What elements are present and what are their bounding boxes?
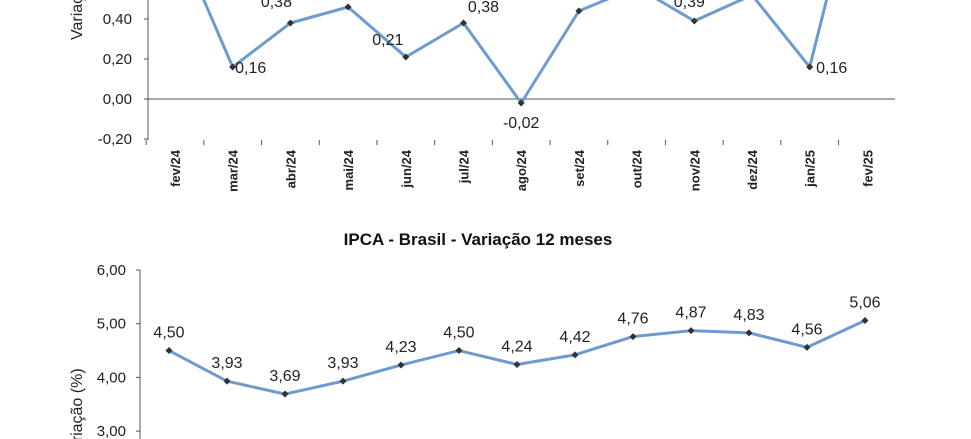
bottom-data-label: 4,87 xyxy=(675,305,706,322)
top-x-tick-label: fev/24 xyxy=(168,149,183,187)
top-data-point xyxy=(517,99,525,107)
top-data-point xyxy=(575,7,583,15)
bottom-data-point xyxy=(571,351,579,359)
top-data-point xyxy=(286,19,294,27)
top-x-tick-label: nov/24 xyxy=(687,149,702,191)
bottom-chart-title: IPCA - Brasil - Variação 12 meses xyxy=(344,230,613,249)
top-x-tick-label: jul/24 xyxy=(457,149,472,184)
top-data-point xyxy=(344,3,352,11)
top-y-tick-label: 0,40 xyxy=(103,11,132,28)
top-data-label: 0,16 xyxy=(816,60,847,77)
bottom-data-label: 4,23 xyxy=(385,339,416,356)
bottom-data-point xyxy=(803,343,811,351)
bottom-data-label: 4,24 xyxy=(501,339,532,356)
bottom-data-point xyxy=(281,390,289,398)
bottom-data-point xyxy=(339,377,347,385)
top-data-point xyxy=(460,19,467,27)
top-data-label: 0,39 xyxy=(674,0,705,11)
bottom-y-tick-label: 6,00 xyxy=(97,262,126,279)
bottom-data-label: 5,06 xyxy=(849,294,880,311)
top-x-tick-label: fev/25 xyxy=(860,150,875,187)
bottom-data-point xyxy=(745,329,753,337)
top-x-tick-label: mai/24 xyxy=(341,149,356,190)
top-x-tick-label: jan/25 xyxy=(803,150,818,188)
top-data-point xyxy=(690,17,698,25)
top-data-label: -0,02 xyxy=(503,115,540,132)
bottom-data-point xyxy=(397,361,405,369)
bottom-data-label: 4,42 xyxy=(559,329,590,346)
bottom-data-point xyxy=(629,333,637,341)
top-data-point xyxy=(402,53,410,61)
top-data-label: 0,16 xyxy=(235,60,266,77)
bottom-data-point xyxy=(687,327,695,335)
bottom-data-point xyxy=(223,377,231,385)
bottom-data-label: 4,50 xyxy=(443,325,474,342)
top-x-tick-label: out/24 xyxy=(630,149,645,188)
top-y-tick-label: -0,20 xyxy=(98,131,132,148)
top-data-label: 0,21 xyxy=(372,32,403,49)
top-x-tick-label: set/24 xyxy=(572,149,587,187)
bottom-data-label: 4,83 xyxy=(733,307,764,324)
bottom-data-label: 4,50 xyxy=(153,325,184,342)
bottom-data-label: 3,93 xyxy=(327,355,358,372)
top-x-tick-label: abr/24 xyxy=(283,149,298,188)
top-y-axis-label: Variação (%) xyxy=(69,0,86,40)
top-x-tick-label: ago/24 xyxy=(514,149,529,191)
top-y-tick-label: 0,00 xyxy=(103,91,132,108)
bottom-y-tick-label: 5,00 xyxy=(97,316,126,333)
monthly-variation-chart: Variação (%) 0,40 0,20 0,00 -0,20 fev/24 mar… xyxy=(69,0,895,192)
bottom-data-point xyxy=(513,361,521,369)
bottom-y-axis-label: Variação (%) xyxy=(69,368,86,439)
bottom-data-label: 3,69 xyxy=(269,368,300,385)
bottom-data-point xyxy=(861,316,869,324)
bottom-data-point xyxy=(165,347,173,355)
top-x-tick-label: mar/24 xyxy=(226,149,241,192)
top-data-point xyxy=(229,63,237,71)
top-data-label: 0,38 xyxy=(468,0,499,16)
bottom-data-label: 4,76 xyxy=(617,311,648,328)
bottom-y-tick-label: 4,00 xyxy=(97,369,126,386)
bottom-data-point xyxy=(455,347,463,355)
bottom-y-tick-label: 3,00 xyxy=(97,423,126,439)
annual-variation-chart: IPCA - Brasil - Variação 12 meses Variaç… xyxy=(69,230,881,439)
bottom-data-label: 4,56 xyxy=(791,321,822,338)
top-x-tick-label: dez/24 xyxy=(745,149,760,190)
top-data-label: 0,38 xyxy=(261,0,292,11)
top-y-tick-label: 0,20 xyxy=(103,51,132,68)
top-data-point xyxy=(806,63,814,71)
top-x-tick-label: jun/24 xyxy=(399,149,414,188)
bottom-data-label: 3,93 xyxy=(211,355,242,372)
top-series-line xyxy=(202,0,829,105)
